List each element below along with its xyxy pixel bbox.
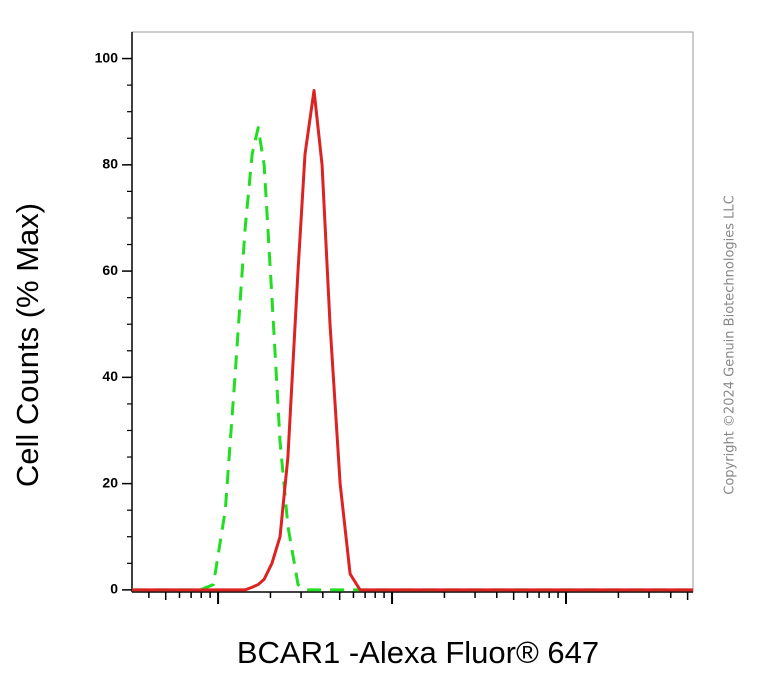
x-axis-title: BCAR1 -Alexa Fluor® 647 xyxy=(237,635,599,670)
y-tick-label: 80 xyxy=(102,156,118,172)
y-tick-label: 0 xyxy=(110,581,118,597)
y-tick-label: 20 xyxy=(102,474,118,490)
plot-frame xyxy=(131,31,694,593)
histogram-line xyxy=(132,126,693,592)
y-tick-label: 100 xyxy=(95,49,119,65)
y-tick-label: 60 xyxy=(102,262,118,278)
y-axis-title: Cell Counts (% Max) xyxy=(10,203,45,487)
y-tick-label: 40 xyxy=(102,368,118,384)
histogram-line xyxy=(132,88,693,592)
copyright: Copyright ©2024 Genuin Biotechnologies L… xyxy=(723,195,738,494)
